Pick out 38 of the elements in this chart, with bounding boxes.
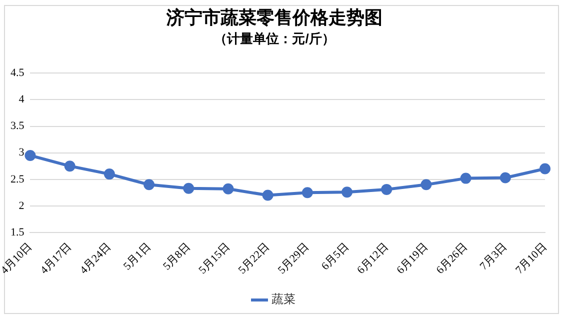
point	[342, 186, 353, 198]
point	[500, 172, 511, 184]
point	[64, 160, 76, 172]
point	[24, 150, 36, 161]
point	[262, 190, 274, 201]
point	[183, 182, 194, 194]
point	[420, 179, 432, 190]
x-tick-label: 6月26日	[434, 240, 470, 276]
x-tick-label: 4月17日	[38, 240, 74, 276]
y-tick-label: 4.5	[10, 67, 25, 80]
point	[540, 163, 550, 174]
x-tick-label: 4月24日	[78, 240, 114, 276]
chart-subtitle: （计量单位：元/斤）	[214, 30, 335, 46]
x-tick-label: 5月22日	[236, 240, 272, 276]
y-tick-label: 3.5	[10, 120, 25, 132]
y-tick-label: 3	[18, 146, 25, 159]
y-tick-label: 2.5	[10, 173, 25, 186]
point	[144, 179, 155, 190]
x-tick-label: 6月12日	[355, 240, 391, 276]
x-tick-label: 5月1日	[121, 240, 154, 273]
point	[104, 168, 115, 180]
x-tick-label: 4月10日	[0, 240, 34, 276]
y-tick-label: 4	[18, 94, 25, 106]
x-tick-label: 5月8日	[160, 240, 193, 273]
x-tick-label: 6月5日	[319, 240, 352, 273]
point	[381, 184, 392, 195]
x-tick-label: 5月29日	[276, 240, 312, 276]
x-tick-label: 7月3日	[478, 240, 510, 273]
x-tick-label: 7月10日	[513, 240, 550, 276]
y-tick-label: 2	[18, 200, 24, 212]
point	[302, 187, 313, 198]
point	[460, 172, 472, 184]
legend-label: 蔬菜	[272, 292, 296, 306]
x-tick-label: 6月19日	[394, 240, 430, 276]
point	[222, 183, 234, 194]
chart-title: 济宁市蔬菜零售价格走势图	[166, 7, 382, 28]
x-tick-label: 5月15日	[196, 240, 232, 276]
y-tick-label: 1.5	[10, 226, 25, 238]
